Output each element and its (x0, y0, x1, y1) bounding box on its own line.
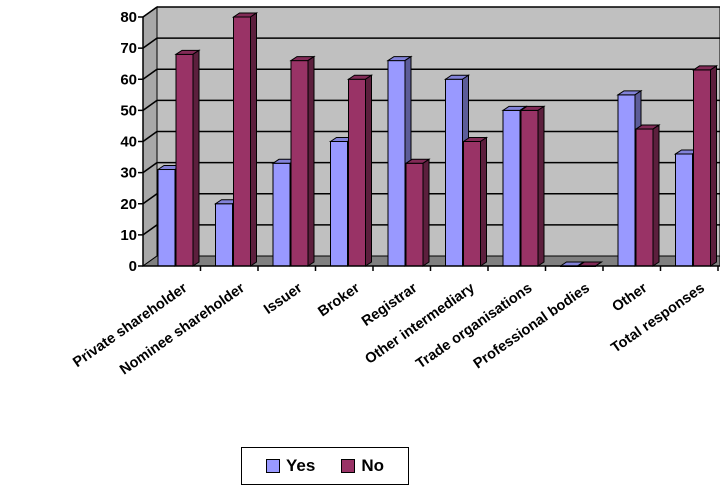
bar-front (387, 60, 406, 267)
bar-front (502, 109, 521, 267)
bar-front (405, 162, 424, 267)
bar-no (404, 158, 431, 267)
y-tick-label: 50 (120, 102, 137, 119)
legend-item-no: No (341, 456, 384, 476)
bar-no (461, 136, 489, 267)
bar-side (422, 158, 430, 267)
bar-side (480, 136, 487, 267)
y-tick-label: 80 (120, 9, 137, 26)
bar-front (520, 109, 539, 267)
gridline-side (142, 161, 158, 174)
legend: Yes No (241, 447, 409, 485)
bar-front (157, 169, 176, 267)
bar-front (215, 203, 233, 267)
y-tick-label: 20 (120, 196, 137, 213)
bar-side (652, 124, 660, 267)
bar-front (348, 78, 366, 267)
y-tick-label: 40 (120, 134, 137, 151)
legend-label-yes: Yes (286, 456, 316, 475)
gridline-side (142, 6, 158, 18)
y-tick-label: 30 (120, 165, 137, 182)
bar-side (365, 74, 372, 267)
bar-front (675, 153, 693, 267)
legend-swatch-no (341, 459, 356, 473)
bar-no (691, 64, 719, 267)
legend-label-no: No (361, 456, 384, 475)
bar-yes (386, 55, 413, 267)
bar-front (463, 141, 481, 267)
bars (156, 12, 719, 267)
y-axis: 0 10 20 30 40 50 60 70 80 (120, 9, 144, 275)
x-category-label: Broker (315, 280, 363, 320)
bar-front (272, 162, 291, 267)
bar-side (192, 49, 200, 267)
legend-swatch-yes (266, 459, 280, 473)
gridline-side (142, 130, 158, 143)
bar-no (289, 55, 316, 267)
bar-side (250, 12, 257, 267)
legend-item-yes: Yes (266, 456, 315, 476)
bar-front (693, 69, 711, 267)
bar-front (233, 16, 251, 267)
bar-side (577, 261, 584, 267)
bar-side (710, 64, 717, 267)
bar-side (307, 55, 315, 267)
bar-front (445, 78, 463, 267)
bar-front (175, 53, 194, 267)
gridline-side (142, 37, 158, 49)
gridline-side (142, 68, 158, 80)
bar-no (634, 124, 661, 267)
bar-side (537, 105, 545, 267)
bar-front (635, 128, 654, 267)
y-tick-label: 0 (129, 258, 137, 275)
bar-no (519, 105, 546, 267)
bar-no (174, 49, 201, 267)
x-category-label: Issuer (261, 280, 305, 318)
gridline-side (142, 99, 158, 112)
bar-no (346, 74, 374, 267)
bar-front (617, 94, 636, 267)
bar-side (595, 261, 602, 267)
bar-front (290, 60, 309, 267)
gridline-side (142, 193, 158, 205)
y-tick-label: 10 (120, 227, 137, 244)
y-tick-label: 60 (120, 71, 137, 88)
x-category-label: Other (609, 280, 650, 315)
bar-no (231, 12, 259, 267)
y-tick-label: 70 (120, 40, 137, 57)
bar-front (330, 141, 348, 267)
gridline-side (142, 224, 158, 236)
